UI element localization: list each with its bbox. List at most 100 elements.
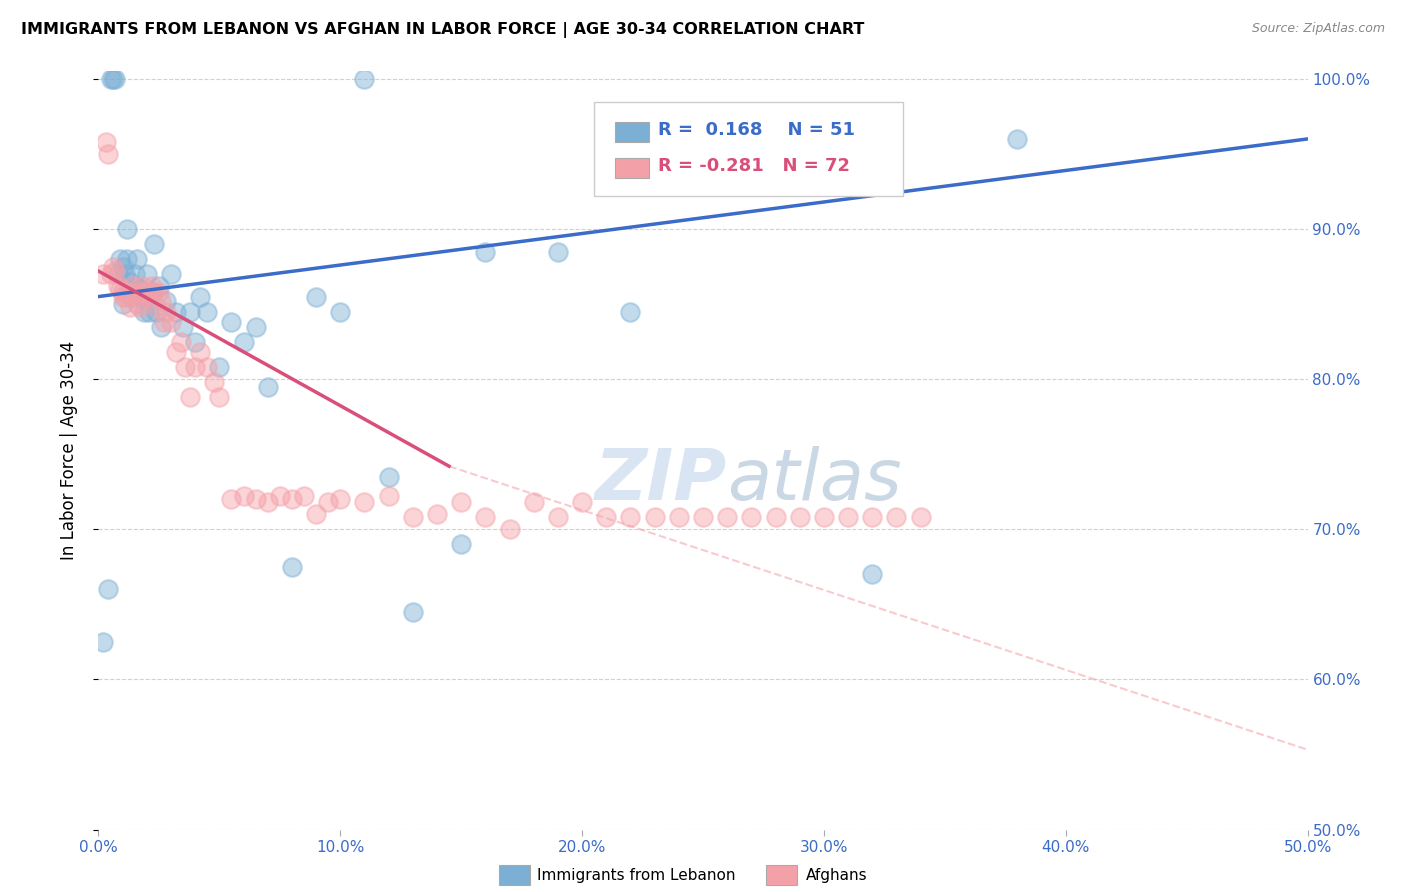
Point <box>172 319 194 334</box>
Point <box>316 495 339 509</box>
Point <box>668 510 690 524</box>
Point <box>148 285 170 299</box>
Point <box>114 289 136 303</box>
Point <box>450 495 472 509</box>
Point <box>860 510 883 524</box>
Point <box>353 495 375 509</box>
Point <box>232 334 254 349</box>
Point <box>789 510 811 524</box>
Point <box>305 289 328 303</box>
Point <box>138 304 160 318</box>
Point <box>644 510 666 524</box>
Point <box>474 510 496 524</box>
Point <box>498 522 520 536</box>
Point <box>117 222 139 236</box>
Point <box>765 510 787 524</box>
Text: R = -0.281   N = 72: R = -0.281 N = 72 <box>658 157 851 175</box>
Y-axis label: In Labor Force | Age 30-34: In Labor Force | Age 30-34 <box>59 341 77 560</box>
Point <box>100 71 122 86</box>
Point <box>94 135 117 149</box>
Point <box>165 345 187 359</box>
Point <box>174 360 197 375</box>
Point <box>474 244 496 259</box>
Point <box>145 300 167 314</box>
Point <box>595 510 617 524</box>
Point <box>184 334 207 349</box>
Point <box>195 360 218 375</box>
Point <box>131 289 153 303</box>
Point <box>547 244 569 259</box>
Point <box>165 304 187 318</box>
Point <box>305 508 328 522</box>
Point <box>141 285 163 299</box>
Point <box>204 375 226 389</box>
Point <box>143 237 166 252</box>
Point <box>145 304 167 318</box>
Point <box>104 71 127 86</box>
Point <box>124 267 146 281</box>
Point <box>184 360 207 375</box>
Point <box>135 267 157 281</box>
Point <box>221 315 243 329</box>
Point <box>107 267 129 281</box>
Point <box>377 469 399 483</box>
Point <box>134 304 156 318</box>
Point <box>131 279 153 293</box>
Point <box>740 510 762 524</box>
Point <box>208 390 231 404</box>
Point <box>221 492 243 507</box>
Text: IMMIGRANTS FROM LEBANON VS AFGHAN IN LABOR FORCE | AGE 30-34 CORRELATION CHART: IMMIGRANTS FROM LEBANON VS AFGHAN IN LAB… <box>21 22 865 38</box>
Point <box>127 252 149 266</box>
Text: R =  0.168    N = 51: R = 0.168 N = 51 <box>658 121 855 139</box>
Point <box>104 264 127 278</box>
Point <box>101 260 124 274</box>
Point <box>837 510 859 524</box>
Point <box>269 489 291 503</box>
Point <box>188 345 211 359</box>
Point <box>91 635 114 649</box>
Point <box>281 559 304 574</box>
Point <box>91 267 114 281</box>
Point <box>169 334 191 349</box>
Point <box>128 282 150 296</box>
Text: Afghans: Afghans <box>806 869 868 883</box>
Point <box>100 267 122 281</box>
Point <box>571 495 593 509</box>
Point <box>188 289 211 303</box>
Point <box>716 510 738 524</box>
Point <box>127 297 149 311</box>
Point <box>860 567 883 582</box>
Point <box>402 605 425 619</box>
Point <box>426 508 449 522</box>
Point <box>124 285 146 299</box>
Point <box>97 147 120 161</box>
Point <box>179 390 201 404</box>
Point <box>886 510 908 524</box>
Point <box>138 285 160 299</box>
Point <box>692 510 714 524</box>
Point <box>148 279 170 293</box>
Text: Source: ZipAtlas.com: Source: ZipAtlas.com <box>1251 22 1385 36</box>
Point <box>353 71 375 86</box>
Point <box>450 537 472 551</box>
Point <box>155 294 177 309</box>
Text: Immigrants from Lebanon: Immigrants from Lebanon <box>537 869 735 883</box>
Point <box>135 289 157 303</box>
Point <box>402 510 425 524</box>
Point <box>160 267 183 281</box>
Point <box>547 510 569 524</box>
Point <box>111 297 134 311</box>
Point <box>111 285 134 299</box>
Point <box>245 492 267 507</box>
Point <box>101 71 124 86</box>
Point <box>232 489 254 503</box>
Point <box>281 492 304 507</box>
Point <box>117 252 139 266</box>
Text: ZIP: ZIP <box>595 446 727 516</box>
Point <box>111 260 134 274</box>
Point <box>152 315 174 329</box>
Point <box>121 289 143 303</box>
Point <box>523 495 546 509</box>
Point <box>143 285 166 299</box>
Point <box>179 304 201 318</box>
